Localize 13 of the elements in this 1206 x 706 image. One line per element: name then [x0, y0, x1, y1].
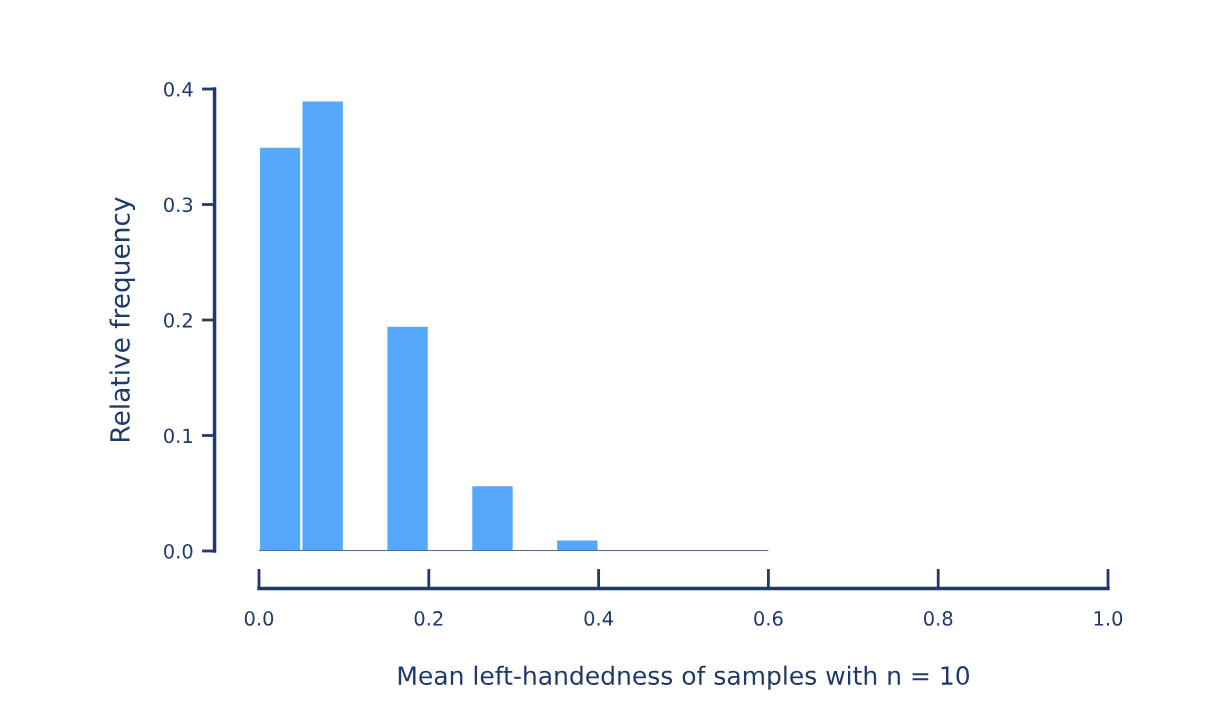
x-tick-label: 0.2: [414, 611, 443, 626]
y-tick-label: 0.1: [164, 428, 192, 444]
y-tick-label: 0.4: [164, 81, 193, 97]
x-tick-label: 0.8: [924, 611, 953, 626]
x-tick-label: 0.0: [244, 611, 274, 626]
x-axis-title: Mean left-handedness of samples with n = 10: [398, 665, 969, 690]
x-tick-label: 0.6: [754, 611, 783, 626]
y-axis-title: Relative frequency: [109, 197, 136, 441]
y-tick-label: 0.3: [164, 197, 193, 213]
x-tick-label: 1.0: [1094, 611, 1123, 626]
y-tick-label: 0.0: [164, 543, 193, 559]
x-tick-label: 0.4: [584, 611, 613, 626]
y-tick-label: 0.2: [164, 312, 192, 328]
